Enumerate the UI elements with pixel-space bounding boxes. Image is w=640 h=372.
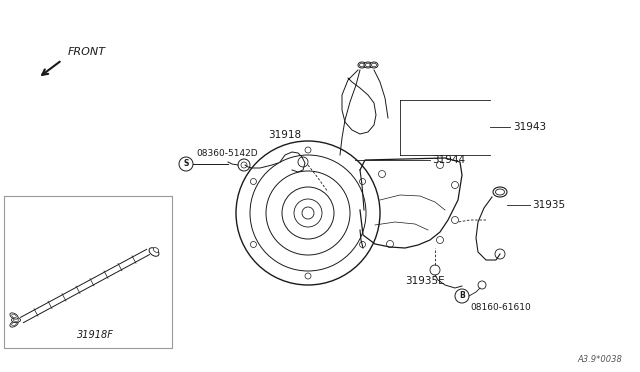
Ellipse shape	[370, 62, 378, 68]
Circle shape	[495, 249, 505, 259]
Text: S: S	[183, 160, 189, 169]
Circle shape	[302, 207, 314, 219]
Circle shape	[250, 179, 257, 185]
Ellipse shape	[364, 62, 372, 68]
Text: 31918: 31918	[268, 130, 301, 140]
Circle shape	[238, 159, 250, 171]
Ellipse shape	[149, 248, 159, 256]
Circle shape	[305, 273, 311, 279]
Ellipse shape	[12, 314, 16, 318]
Ellipse shape	[365, 63, 371, 67]
Ellipse shape	[12, 317, 20, 323]
Ellipse shape	[13, 318, 19, 321]
Text: B: B	[459, 292, 465, 301]
Text: 31943: 31943	[513, 122, 546, 132]
Bar	[4, 196, 172, 348]
Circle shape	[250, 241, 257, 247]
Circle shape	[298, 157, 308, 167]
Text: 31935E: 31935E	[405, 276, 445, 286]
Circle shape	[282, 187, 334, 239]
Text: 31935: 31935	[532, 200, 565, 210]
Ellipse shape	[493, 187, 507, 197]
Text: 08360-5142D: 08360-5142D	[196, 150, 258, 158]
Ellipse shape	[12, 322, 16, 326]
Circle shape	[360, 241, 365, 247]
Circle shape	[305, 147, 311, 153]
Ellipse shape	[360, 63, 365, 67]
Text: 31918F: 31918F	[77, 330, 113, 340]
Ellipse shape	[10, 313, 18, 319]
Circle shape	[266, 171, 350, 255]
Circle shape	[294, 199, 322, 227]
Circle shape	[387, 241, 394, 247]
Circle shape	[451, 217, 458, 224]
Ellipse shape	[154, 248, 159, 252]
Circle shape	[451, 182, 458, 189]
Circle shape	[250, 155, 366, 271]
Circle shape	[436, 237, 444, 244]
Text: A3.9*0038: A3.9*0038	[577, 355, 622, 364]
Ellipse shape	[358, 62, 366, 68]
Circle shape	[241, 162, 247, 168]
Circle shape	[455, 289, 469, 303]
Circle shape	[360, 179, 365, 185]
Circle shape	[236, 141, 380, 285]
Text: 31944: 31944	[432, 155, 465, 165]
Ellipse shape	[495, 189, 504, 195]
Circle shape	[430, 265, 440, 275]
Text: 08160-61610: 08160-61610	[470, 302, 531, 311]
Circle shape	[179, 157, 193, 171]
Ellipse shape	[371, 63, 376, 67]
Circle shape	[436, 161, 444, 169]
Text: FRONT: FRONT	[68, 47, 106, 57]
Circle shape	[378, 170, 385, 177]
Circle shape	[478, 281, 486, 289]
Ellipse shape	[10, 321, 18, 327]
